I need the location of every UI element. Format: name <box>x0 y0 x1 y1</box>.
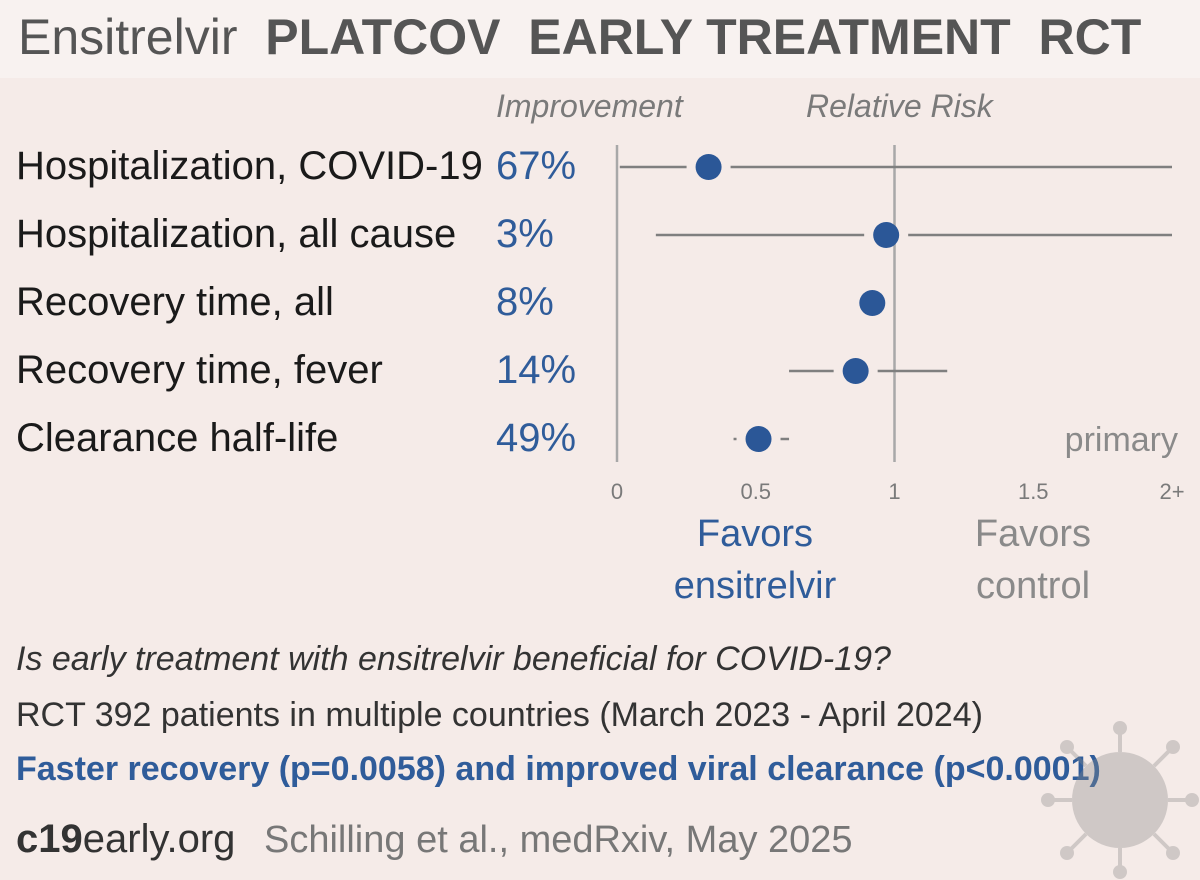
forest-plot: 0 0.5 1 1.5 2+ primary <box>611 145 1185 504</box>
site-name: c19early.org <box>16 817 235 862</box>
improvement-header: Improvement <box>496 88 683 124</box>
title-bar <box>0 0 1200 78</box>
relative-risk-header: Relative Risk <box>806 88 993 124</box>
effect-point <box>695 154 722 180</box>
title-study: PLATCOV EARLY TREATMENT RCT <box>265 9 1142 65</box>
virus-icon <box>1041 721 1199 879</box>
x-tick-label: 0.5 <box>740 479 771 504</box>
effect-point <box>745 426 772 452</box>
title-drug: Ensitrelvir <box>18 9 238 65</box>
row-improvement: 3% <box>496 212 554 256</box>
favors-treatment-label: Favors ensitrelvir <box>673 513 837 607</box>
primary-outcome-label: primary <box>1065 421 1178 459</box>
effect-point <box>842 358 869 384</box>
site-name-suffix: early.org <box>82 817 236 861</box>
row-label: Recovery time, fever <box>16 348 383 392</box>
effect-point <box>873 222 900 248</box>
favors-control-label: Favors control <box>974 513 1092 607</box>
row-label: Recovery time, all <box>16 280 334 324</box>
row-label: Hospitalization, COVID-19 <box>16 144 483 188</box>
row-label: Hospitalization, all cause <box>16 212 457 256</box>
x-tick-label: 1.5 <box>1018 479 1049 504</box>
study-conclusion: Faster recovery (p=0.0058) and improved … <box>16 750 1101 788</box>
site-name-prefix: c19 <box>16 817 83 861</box>
x-tick-label: 0 <box>611 479 623 504</box>
row-improvement: 67% <box>496 144 577 188</box>
row-label: Clearance half-life <box>16 416 339 460</box>
row-improvement: 14% <box>496 348 577 392</box>
citation: Schilling et al., medRxiv, May 2025 <box>264 819 853 861</box>
row-improvement: 49% <box>496 416 577 460</box>
effect-point <box>859 290 886 316</box>
row-improvement: 8% <box>496 280 554 324</box>
x-tick-label: 1 <box>888 479 900 504</box>
study-design: RCT 392 patients in multiple countries (… <box>16 696 983 734</box>
study-question: Is early treatment with ensitrelvir bene… <box>16 640 891 678</box>
page-title: Ensitrelvir PLATCOV EARLY TREATMENT RCT <box>18 8 1141 66</box>
x-tick-label: 2+ <box>1159 479 1184 504</box>
